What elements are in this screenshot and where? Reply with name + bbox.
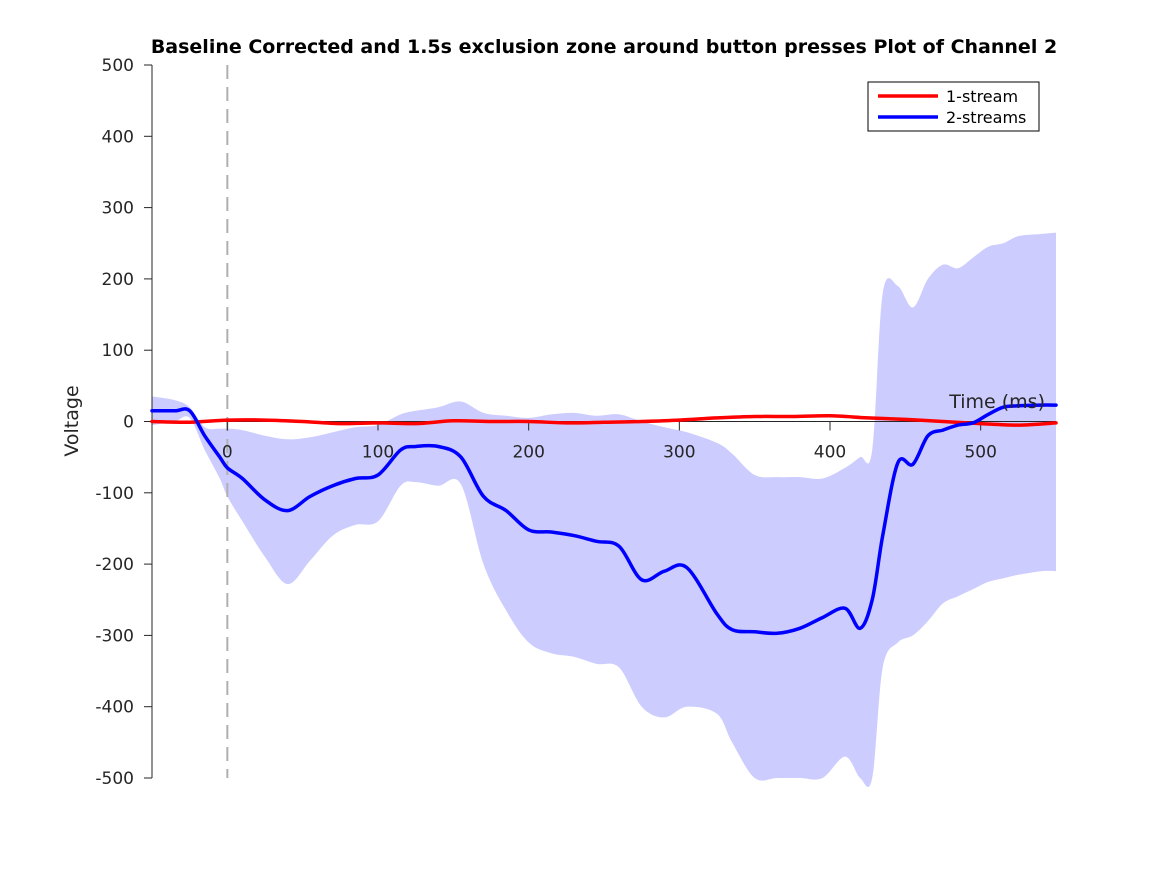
legend-label-1-stream: 1-stream (946, 87, 1018, 106)
y-tick-label: 200 (102, 270, 134, 290)
series-line-1-stream (150, 414, 1058, 427)
x-tick-label: 100 (362, 443, 394, 463)
chart-title: Baseline Corrected and 1.5s exclusion zo… (151, 36, 1057, 58)
y-tick-label: -400 (95, 698, 134, 718)
tick-labels-layer: 500 400 300 200 100 0 -100 -200 -300 -400 -500 0 100… (95, 56, 996, 789)
y-tick-label: 300 (102, 199, 134, 219)
y-tick-label: 100 (102, 341, 134, 361)
y-tick-label: -100 (95, 484, 134, 504)
legend: 1-stream 2-streams (867, 81, 1040, 132)
y-tick-label: -200 (95, 555, 134, 575)
series-layer (150, 403, 1058, 636)
y-axis-label: Voltage (61, 385, 83, 456)
y-tick-label: -500 (95, 769, 134, 789)
confidence-band-layer (152, 232, 1056, 788)
legend-label-2-streams: 2-streams (946, 108, 1026, 127)
y-tick-label: 400 (102, 127, 134, 147)
x-tick-label: 200 (512, 443, 544, 463)
x-tick-label: 0 (222, 443, 233, 463)
x-tick-label: 400 (814, 443, 846, 463)
y-tick-label: -300 (95, 626, 134, 646)
y-tick-label: 0 (123, 413, 134, 433)
legend-box (867, 81, 1040, 132)
x-tick-label: 300 (663, 443, 695, 463)
confidence-band-2-streams (152, 232, 1056, 788)
x-tick-label: 500 (964, 443, 996, 463)
series-line-2-streams (150, 403, 1058, 636)
x-axis-label: Time (ms) (948, 391, 1045, 413)
y-tick-label: 500 (102, 56, 134, 76)
